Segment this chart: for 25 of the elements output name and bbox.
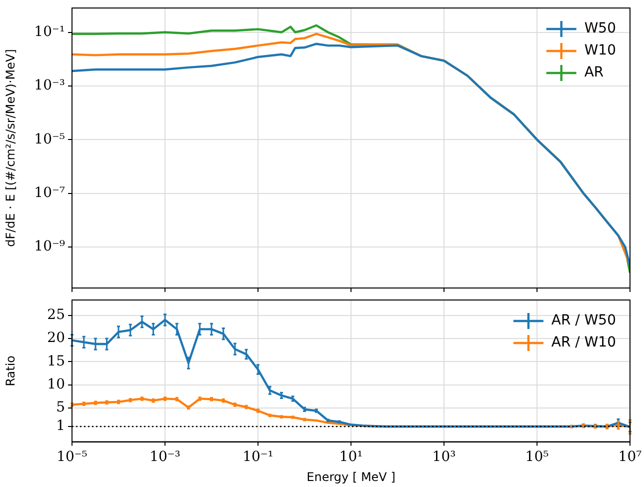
legend-label: AR xyxy=(584,64,604,81)
y-axis-title: dF/dE · E [(#/cm²/s/sr/MeV)·MeV] xyxy=(3,49,18,247)
legend-label: AR / W50 xyxy=(551,312,616,329)
y-tick-label: 15 xyxy=(47,353,65,370)
x-tick-label: 10³ xyxy=(432,448,456,465)
x-tick-label: 10⁵ xyxy=(525,448,550,465)
y-tick-label: 10 xyxy=(47,376,65,392)
legend-label: W50 xyxy=(584,20,616,37)
x-axis-title: Energy [ MeV ] xyxy=(306,470,396,484)
x-tick-label: 10¹ xyxy=(339,448,363,465)
y-tick-label: 25 xyxy=(47,306,65,323)
y-tick-label: 10⁻⁷ xyxy=(34,185,66,202)
legend-label: W10 xyxy=(584,42,616,59)
y-axis-title: Ratio xyxy=(3,355,18,386)
y-tick-label: 5 xyxy=(56,400,65,416)
y-tick-label: 10⁻⁹ xyxy=(34,238,66,255)
x-tick-label: 10⁻¹ xyxy=(242,448,274,465)
y-tick-label: 10⁻⁵ xyxy=(34,131,66,148)
y-tick-label: 10⁻¹ xyxy=(34,24,65,40)
y-tick-label: 10⁻³ xyxy=(34,78,65,94)
x-tick-label: 10⁷ xyxy=(618,448,642,465)
legend-label: AR / W10 xyxy=(551,334,616,351)
y-tick-label: 20 xyxy=(47,330,65,346)
y-tick-label: 1 xyxy=(56,418,65,434)
x-tick-label: 10⁻³ xyxy=(150,448,180,465)
